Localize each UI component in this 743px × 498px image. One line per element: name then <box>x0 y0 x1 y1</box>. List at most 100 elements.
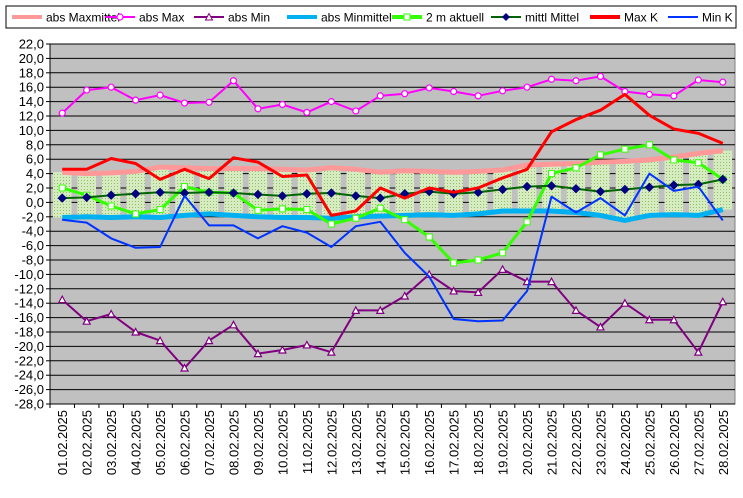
data-point <box>352 107 360 115</box>
series-line-min-k <box>62 172 724 323</box>
data-point <box>326 347 336 356</box>
legend-label: abs Minmittel <box>321 11 392 25</box>
data-point <box>595 322 605 331</box>
data-point <box>449 286 459 295</box>
y-tick-label: -22,0 <box>14 353 44 368</box>
data-point <box>499 249 507 257</box>
data-point <box>204 187 214 198</box>
x-tick-label: 01.02.2025 <box>55 410 70 475</box>
y-tick-label: 16,0 <box>19 80 44 95</box>
series-group <box>57 72 728 372</box>
x-tick-label: 24.02.2025 <box>618 410 633 475</box>
x-tick-label: 11.02.2025 <box>300 410 315 474</box>
data-point <box>352 214 360 222</box>
y-tick-label: -26,0 <box>14 382 44 397</box>
legend-label: Max K <box>624 11 658 25</box>
data-point <box>204 335 214 345</box>
data-point <box>106 190 116 200</box>
y-tick-label: 14,0 <box>19 94 44 109</box>
y-tick-label: 2,0 <box>26 181 44 196</box>
y-tick-label: 4,0 <box>26 166 44 181</box>
data-point <box>474 92 482 100</box>
series-line-abs-min <box>61 268 724 369</box>
data-point <box>326 188 337 198</box>
data-point <box>547 75 556 83</box>
plot-area <box>49 43 736 405</box>
data-point <box>228 188 239 198</box>
data-point <box>302 189 312 199</box>
data-point <box>473 187 483 198</box>
legend-marker <box>502 13 510 21</box>
x-tick-label: 21.02.2025 <box>545 410 560 475</box>
data-point <box>278 100 287 109</box>
legend-item-max-k: Max K <box>590 11 658 25</box>
data-point <box>131 327 141 336</box>
data-point <box>718 296 728 306</box>
data-point <box>621 145 629 153</box>
data-point <box>645 141 653 149</box>
data-point <box>497 184 508 195</box>
y-tick-label: 22,0 <box>19 37 44 52</box>
legend-marker <box>403 13 411 21</box>
data-point <box>277 191 288 201</box>
x-tick-label: 20.02.2025 <box>520 410 535 475</box>
data-point <box>523 83 531 91</box>
data-point <box>81 192 92 203</box>
data-point <box>132 96 140 104</box>
y-tick-label: -12,0 <box>14 281 44 296</box>
x-tick-label: 02.02.2025 <box>80 410 95 475</box>
data-point <box>351 191 361 201</box>
data-point <box>155 187 165 198</box>
y-tick-label: 12,0 <box>19 109 44 124</box>
data-point <box>302 340 312 349</box>
data-point <box>620 298 630 307</box>
legend: abs Maxmittel abs Max abs Min abs Minmittel… <box>5 5 737 29</box>
data-point <box>644 314 654 324</box>
series-line-abs-max <box>61 75 723 114</box>
x-tick-label: 27.02.2025 <box>691 410 706 475</box>
y-tick-label: -14,0 <box>14 296 44 311</box>
data-point <box>180 363 190 372</box>
x-tick-label: 13.02.2025 <box>349 410 364 475</box>
legend-item-mittl-mittel: mittl Mittel <box>491 11 579 25</box>
legend-item-abs-minmittel: abs Minmittel <box>287 11 392 25</box>
x-tick-label: 26.02.2025 <box>667 410 682 475</box>
data-point <box>254 206 262 214</box>
x-tick-label: 23.02.2025 <box>593 410 608 475</box>
x-tick-label: 12.02.2025 <box>324 410 339 475</box>
legend-item-abs-max: abs Max <box>105 11 184 25</box>
legend-item-abs-min: abs Min <box>194 11 270 25</box>
data-point <box>58 109 66 117</box>
data-point <box>596 72 605 81</box>
x-tick-label: 05.02.2025 <box>153 410 168 475</box>
data-point <box>278 205 286 213</box>
data-point <box>572 164 580 172</box>
data-point <box>107 83 115 91</box>
x-tick-label: 15.02.2025 <box>398 410 413 475</box>
legend-item-min-k: Min K <box>668 11 733 25</box>
data-point <box>474 256 482 264</box>
data-point <box>253 189 263 200</box>
y-tick-label: 20,0 <box>19 51 44 66</box>
data-point <box>694 76 702 84</box>
data-point <box>669 314 679 324</box>
data-point <box>82 316 92 325</box>
data-point <box>670 156 678 164</box>
y-tick-label: -6,0 <box>22 238 44 253</box>
data-point <box>106 309 116 318</box>
series-abs-min <box>57 264 728 372</box>
y-tick-label: -28,0 <box>14 397 44 412</box>
y-tick-label: 10,0 <box>19 123 44 138</box>
series-line-max-k <box>62 92 724 217</box>
legend-box <box>5 5 737 29</box>
data-point <box>595 186 606 197</box>
series-abs-maxmittel <box>62 148 724 177</box>
data-point <box>522 181 532 192</box>
data-point <box>670 92 678 100</box>
data-point <box>572 77 580 85</box>
data-point <box>571 184 581 194</box>
data-point <box>375 193 385 203</box>
data-point <box>57 294 67 304</box>
y-tick-label: 6,0 <box>26 152 44 167</box>
